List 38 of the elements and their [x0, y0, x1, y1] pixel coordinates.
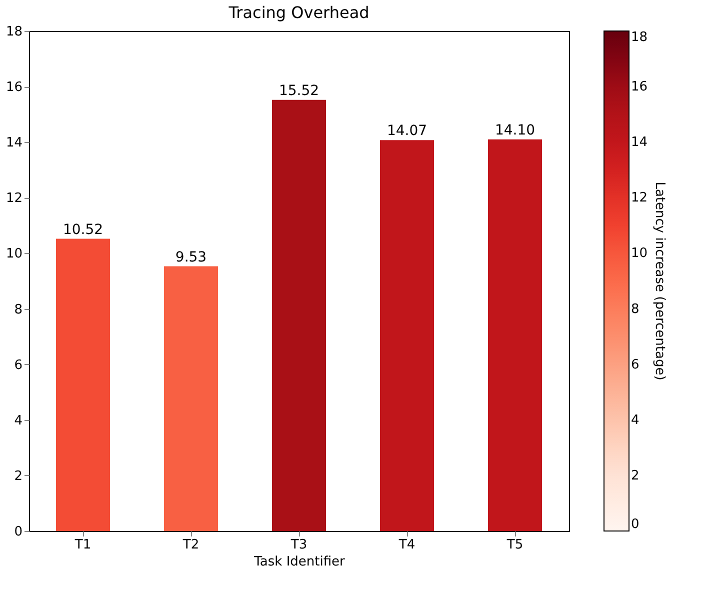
y-tick-label: 18 — [6, 24, 22, 40]
color-bar-label: 2 — [631, 468, 640, 484]
bar — [56, 238, 110, 531]
color-bar-label: 14 — [631, 135, 648, 150]
color-bar-label: 16 — [631, 80, 648, 95]
color-bar-label: 18 — [631, 30, 648, 45]
bar — [380, 140, 434, 531]
y-tick-label: 12 — [6, 191, 22, 206]
x-tick-label: T2 — [182, 538, 200, 552]
x-tick-label: T1 — [74, 538, 92, 552]
y-tick-label: 0 — [14, 524, 22, 540]
y-tick-label: 14 — [6, 136, 22, 151]
bar — [164, 266, 218, 531]
color-bar-label: 6 — [631, 357, 640, 372]
color-bar-label: 4 — [631, 412, 640, 428]
data-label: 14.07 — [386, 123, 428, 140]
x-tick-label: T5 — [506, 538, 524, 552]
color-bar-label: 8 — [631, 302, 640, 317]
bar — [272, 100, 326, 531]
chart-title: Tracing Overhead — [228, 3, 370, 22]
data-label: 14.10 — [494, 122, 536, 138]
data-label: 10.52 — [62, 222, 104, 238]
y-tick-label: 6 — [14, 358, 22, 373]
x-axis-title: Task Identifier — [253, 554, 346, 570]
color-bar-label: 10 — [631, 246, 648, 262]
color-bar-label: 12 — [631, 190, 648, 206]
y-tick-label: 4 — [14, 413, 22, 428]
bar — [488, 139, 542, 531]
data-label: 9.53 — [175, 249, 207, 266]
x-tick-label: T4 — [398, 538, 416, 552]
color-bar-label: 0 — [631, 517, 640, 532]
y-tick-label: 10 — [6, 246, 22, 262]
y-tick-label: 16 — [6, 80, 22, 96]
y-tick-label: 8 — [14, 302, 22, 318]
y-tick-label: 2 — [14, 468, 22, 484]
color-bar-title: Latency increase (percentage) — [652, 182, 667, 380]
x-tick-label: T3 — [290, 538, 308, 552]
data-label: 15.52 — [278, 82, 320, 99]
